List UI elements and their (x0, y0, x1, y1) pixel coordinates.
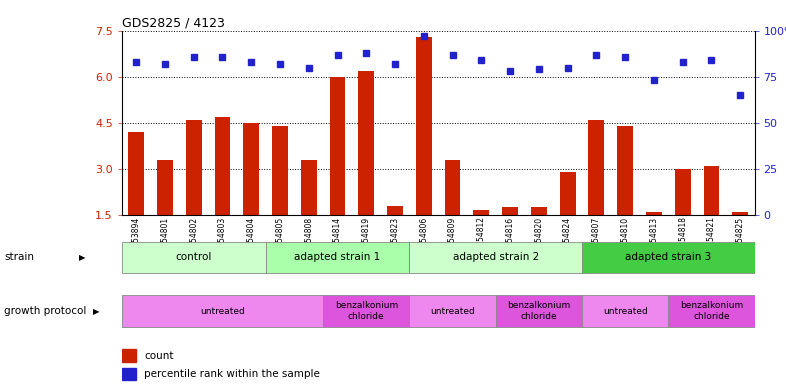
Bar (266, 242, 410, 273)
Bar (674, 169, 691, 261)
Bar (582, 295, 668, 327)
Text: strain: strain (4, 252, 34, 262)
Bar (445, 160, 461, 261)
Bar (473, 210, 489, 261)
Text: benzalkonium
chloride: benzalkonium chloride (335, 301, 398, 321)
Bar (157, 160, 173, 261)
Bar (502, 207, 518, 261)
Bar (244, 123, 259, 261)
Bar (272, 126, 288, 261)
Text: control: control (175, 252, 212, 262)
Text: GDS2825 / 4123: GDS2825 / 4123 (122, 17, 225, 30)
Bar (122, 349, 136, 362)
Bar (582, 242, 755, 273)
Bar (410, 242, 582, 273)
Text: growth protocol: growth protocol (4, 306, 86, 316)
Text: untreated: untreated (603, 306, 648, 316)
Bar (646, 212, 662, 261)
Bar (668, 295, 755, 327)
Bar (703, 166, 719, 261)
Bar (128, 132, 144, 261)
Bar (215, 117, 230, 261)
Bar (122, 242, 266, 273)
Bar (416, 37, 432, 261)
Bar (589, 120, 604, 261)
Bar (329, 77, 345, 261)
Text: adapted strain 2: adapted strain 2 (453, 252, 539, 262)
Bar (185, 120, 202, 261)
Text: benzalkonium
chloride: benzalkonium chloride (507, 301, 571, 321)
Bar (410, 295, 496, 327)
Bar (617, 126, 633, 261)
Text: ▶: ▶ (79, 253, 85, 262)
Bar (323, 295, 410, 327)
Text: ▶: ▶ (93, 306, 99, 316)
Text: percentile rank within the sample: percentile rank within the sample (144, 369, 320, 379)
Bar (122, 295, 323, 327)
Bar (733, 212, 748, 261)
Text: adapted strain 1: adapted strain 1 (295, 252, 380, 262)
Text: adapted strain 3: adapted strain 3 (625, 252, 711, 262)
Bar (301, 160, 317, 261)
Text: untreated: untreated (200, 306, 245, 316)
Bar (358, 71, 374, 261)
Text: untreated: untreated (430, 306, 475, 316)
Bar (560, 172, 575, 261)
Bar (122, 368, 136, 380)
Bar (496, 295, 582, 327)
Text: count: count (144, 351, 174, 361)
Bar (531, 207, 547, 261)
Bar (387, 206, 403, 261)
Text: benzalkonium
chloride: benzalkonium chloride (680, 301, 743, 321)
